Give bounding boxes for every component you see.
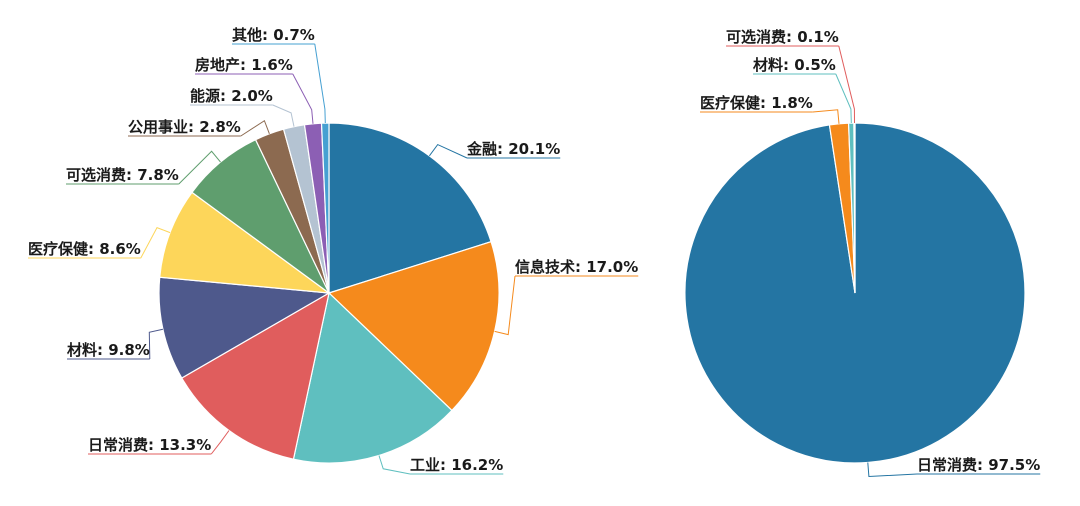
- pie-slice-6: [159, 191, 332, 294]
- leader-line-2: [494, 275, 516, 336]
- pie-slice-11: [320, 122, 330, 294]
- leader-line-4: [838, 45, 855, 124]
- slice-label-11: 其他: 0.7%: [232, 26, 315, 44]
- slice-label-9: 能源: 2.0%: [190, 87, 273, 105]
- slice-label-1: 金融: 20.1%: [466, 140, 560, 158]
- pie-slice-1: [328, 122, 492, 294]
- leader-line-1: [867, 462, 918, 478]
- leader-line-5: [148, 328, 164, 360]
- slice-label-8: 公用事业: 2.8%: [128, 118, 241, 136]
- slice-label-10: 房地产: 1.6%: [195, 56, 293, 74]
- slice-label-3: 材料: 0.5%: [753, 56, 836, 74]
- leader-line-7: [178, 150, 221, 185]
- pie-slice-5: [158, 276, 331, 379]
- pie-slice-3: [292, 291, 453, 464]
- slice-label-2: 信息技术: 17.0%: [515, 258, 638, 276]
- slice-label-4: 可选消费: 0.1%: [726, 28, 839, 46]
- leader-line-11: [314, 43, 326, 124]
- pie-chart-1: 金融: 20.1% 信息技术: 17.0% 工业: 16.2% 日常消费: 13.3%…: [28, 26, 639, 475]
- leader-line-10: [292, 73, 314, 124]
- slice-label-5: 材料: 9.8%: [67, 341, 150, 359]
- leader-line-2: [812, 109, 840, 124]
- slice-label-1: 日常消费: 97.5%: [917, 456, 1040, 474]
- leader-line-3: [378, 455, 411, 475]
- pie-chart-2: 日常消费: 97.5% 医疗保健: 1.8% 材料: 0.5% 可选消费: 0.1%: [684, 28, 1041, 478]
- leader-line-1: [428, 143, 468, 159]
- slice-label-2: 医疗保健: 1.8%: [700, 94, 813, 112]
- leader-line-8: [240, 119, 270, 137]
- slice-label-3: 工业: 16.2%: [410, 456, 503, 474]
- leader-line-6: [140, 226, 171, 259]
- slice-label-6: 医疗保健: 8.6%: [28, 240, 141, 258]
- leader-line-9: [272, 104, 295, 127]
- pie-slice-4: [180, 291, 330, 460]
- slice-label-4: 日常消费: 13.3%: [88, 436, 211, 454]
- leader-line-4: [210, 430, 230, 455]
- leader-line-3: [835, 73, 852, 124]
- pie-slice-2: [327, 240, 500, 412]
- slice-label-7: 可选消费: 7.8%: [66, 166, 179, 184]
